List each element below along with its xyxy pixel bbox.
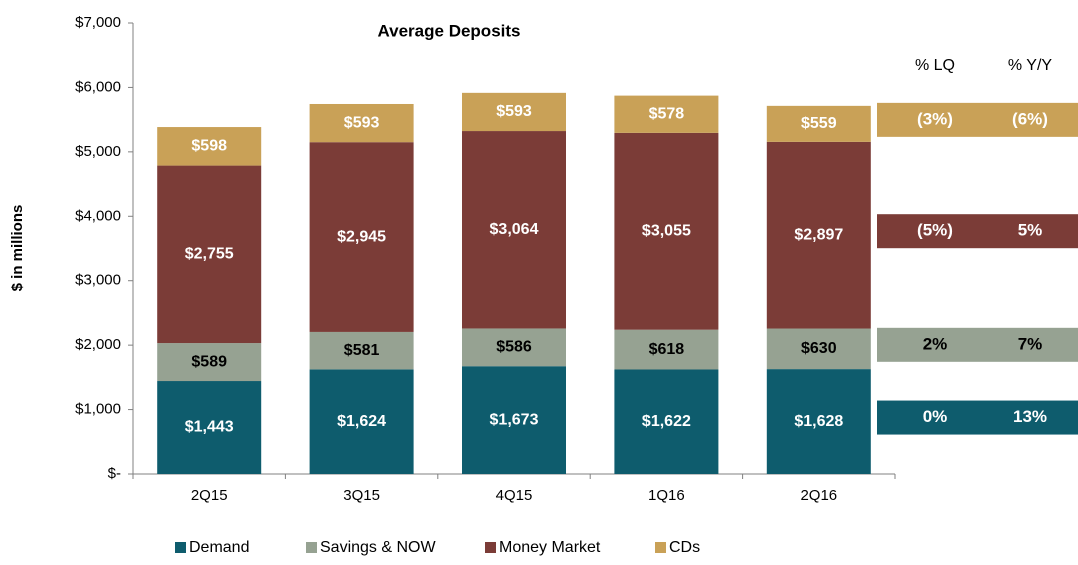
legend-label: CDs	[669, 539, 700, 556]
data-label: $3,055	[642, 222, 691, 239]
bar-segment	[462, 131, 566, 329]
y-tick-label: $3,000	[75, 272, 121, 289]
data-label: $1,673	[490, 411, 539, 428]
change-value: (3%)	[917, 109, 953, 128]
bar-segment	[766, 369, 871, 474]
bar-segment	[462, 366, 566, 474]
data-label: $559	[801, 115, 837, 132]
data-label: $1,624	[337, 413, 386, 430]
data-label: $1,628	[794, 413, 843, 430]
y-tick-label: $5,000	[75, 143, 121, 160]
data-label: $2,945	[337, 228, 386, 245]
y-tick-label: $4,000	[75, 207, 121, 224]
legend-label: Savings & NOW	[320, 539, 436, 556]
bar-segment	[614, 369, 719, 474]
data-label: $578	[649, 105, 685, 122]
y-tick-label: $-	[108, 465, 121, 482]
bar-segment	[766, 141, 871, 329]
bar-segment	[462, 328, 566, 367]
x-tick-label: 2Q16	[800, 487, 837, 504]
change-header: % Y/Y	[1008, 57, 1053, 74]
bar-segment	[766, 105, 871, 142]
y-tick-label: $6,000	[75, 78, 121, 95]
x-tick-label: 2Q15	[191, 487, 228, 504]
legend-swatch	[485, 542, 496, 553]
x-tick-label: 3Q15	[343, 487, 380, 504]
legend-swatch	[306, 542, 317, 553]
x-tick-label: 1Q16	[648, 487, 685, 504]
change-box	[877, 400, 1078, 435]
bar-segment	[157, 127, 262, 166]
change-box	[877, 214, 1078, 249]
legend-swatch	[175, 542, 186, 553]
bar-segment	[309, 142, 414, 332]
change-value: 13%	[1013, 407, 1047, 426]
change-value: (5%)	[917, 221, 953, 240]
legend-label: Money Market	[499, 539, 601, 556]
legend-label: Demand	[189, 539, 249, 556]
data-label: $1,443	[185, 419, 234, 436]
change-value: 0%	[923, 407, 948, 426]
data-label: $2,897	[794, 226, 843, 243]
bar-segment	[157, 165, 262, 344]
bar-segment	[309, 331, 414, 370]
data-label: $593	[344, 114, 380, 131]
data-label: $618	[649, 341, 685, 358]
data-label: $581	[344, 342, 380, 359]
change-header: % LQ	[915, 57, 955, 74]
data-label: $2,755	[185, 246, 234, 263]
change-value: 5%	[1018, 221, 1043, 240]
x-tick-label: 4Q15	[496, 487, 533, 504]
change-box	[877, 327, 1078, 362]
change-value: (6%)	[1012, 109, 1048, 128]
bar-segment	[157, 343, 262, 382]
bar-segment	[309, 369, 414, 474]
data-label: $630	[801, 340, 837, 357]
data-label: $593	[496, 103, 532, 120]
legend-swatch	[655, 542, 666, 553]
data-label: $586	[496, 339, 532, 356]
bar-segment	[614, 329, 719, 370]
y-tick-label: $1,000	[75, 401, 121, 418]
data-label: $598	[191, 138, 227, 155]
data-label: $3,064	[490, 221, 539, 238]
y-tick-label: $2,000	[75, 336, 121, 353]
change-box	[877, 102, 1078, 137]
data-label: $589	[191, 353, 227, 370]
y-axis-title: $ in millions	[9, 205, 26, 292]
bar-segment	[157, 381, 262, 474]
data-label: $1,622	[642, 413, 691, 430]
change-value: 2%	[923, 334, 948, 353]
bar-segment	[309, 103, 414, 143]
y-tick-label: $7,000	[75, 14, 121, 31]
bar-segment	[614, 95, 719, 133]
bar-segment	[766, 328, 871, 370]
change-value: 7%	[1018, 334, 1043, 353]
chart-title: Average Deposits	[378, 21, 521, 40]
bar-segment	[462, 92, 566, 132]
bar-segment	[614, 132, 719, 330]
